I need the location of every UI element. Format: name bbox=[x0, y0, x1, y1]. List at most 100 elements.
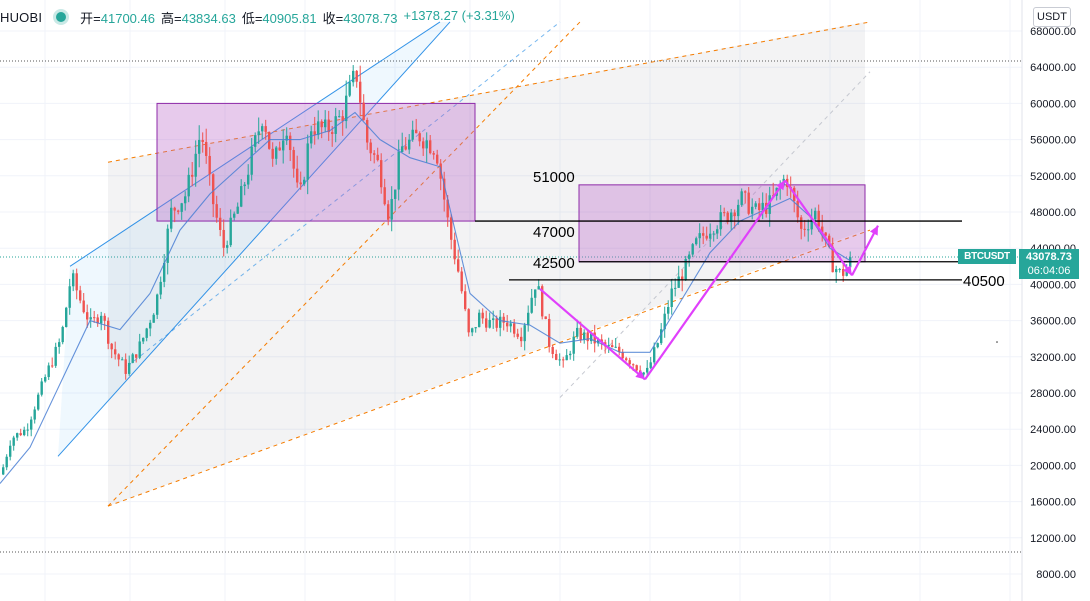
candle-body bbox=[100, 315, 103, 324]
candle-body bbox=[691, 244, 694, 255]
candle-body bbox=[593, 332, 596, 344]
candle-body bbox=[201, 139, 204, 142]
candle-body bbox=[152, 314, 155, 323]
candle-body bbox=[586, 332, 589, 342]
candle-body bbox=[548, 318, 551, 347]
y-tick-label: 60000.00 bbox=[1030, 98, 1076, 110]
candle-body bbox=[359, 81, 362, 103]
candle-body bbox=[730, 212, 733, 223]
candle-body bbox=[705, 235, 708, 239]
candle-body bbox=[590, 332, 593, 342]
candle-body bbox=[222, 229, 225, 248]
candle-body bbox=[180, 203, 183, 212]
candle-body bbox=[264, 126, 267, 132]
candle-body bbox=[810, 219, 813, 230]
candle-body bbox=[362, 102, 365, 120]
candle-body bbox=[387, 204, 390, 220]
candle-body bbox=[663, 313, 666, 330]
horizontal-levels bbox=[475, 220, 962, 281]
candle-body bbox=[79, 290, 82, 301]
candle-body bbox=[58, 342, 61, 347]
candle-body bbox=[145, 328, 148, 338]
candle-body bbox=[467, 309, 470, 333]
candle-body bbox=[499, 316, 502, 328]
dashed-trendlines bbox=[107, 21, 871, 507]
candle-body bbox=[226, 245, 229, 248]
candle-body bbox=[583, 332, 586, 341]
candle-body bbox=[744, 191, 747, 193]
candle-body bbox=[611, 345, 614, 348]
candle-body bbox=[709, 233, 712, 239]
candle-body bbox=[44, 377, 47, 382]
candle-body bbox=[233, 213, 236, 218]
candle-body bbox=[814, 210, 817, 220]
candle-body bbox=[194, 153, 197, 177]
last-price-tag: 43078.73 06:04:06 bbox=[1019, 249, 1079, 279]
candle-body bbox=[411, 129, 414, 140]
change-value: +1378.27 (+3.31%) bbox=[403, 7, 515, 23]
candle-body bbox=[478, 312, 481, 328]
candle-body bbox=[523, 325, 526, 342]
y-tick-label: 36000.00 bbox=[1030, 316, 1076, 328]
candle-body bbox=[320, 121, 323, 128]
candle-body bbox=[457, 259, 460, 272]
candle-body bbox=[716, 229, 719, 234]
candle-body bbox=[376, 154, 379, 161]
candle-body bbox=[516, 333, 519, 337]
candle-body bbox=[649, 362, 652, 368]
price-label-40500: 40500 bbox=[963, 273, 1005, 290]
high-value: 43834.63 bbox=[181, 10, 236, 26]
candle-body bbox=[19, 433, 22, 436]
candle-body bbox=[541, 286, 544, 317]
candle-body bbox=[2, 467, 5, 475]
candle-body bbox=[96, 317, 99, 324]
candle-body bbox=[170, 207, 173, 229]
candle-body bbox=[761, 202, 764, 210]
candle-body bbox=[16, 433, 19, 438]
candle-body bbox=[460, 271, 463, 292]
candle-body bbox=[698, 233, 701, 239]
arrowhead-icon bbox=[843, 265, 852, 276]
candle-body bbox=[607, 345, 610, 347]
market-open-dot-icon bbox=[56, 12, 67, 22]
high-label: 高= bbox=[161, 10, 182, 26]
candle-body bbox=[110, 343, 113, 350]
dashed-trendline bbox=[107, 229, 871, 507]
candle-body bbox=[408, 139, 411, 150]
candle-body bbox=[338, 116, 341, 118]
candle-body bbox=[40, 381, 43, 395]
candle-body bbox=[418, 133, 421, 142]
candle-body bbox=[831, 246, 834, 273]
candle-body bbox=[537, 286, 540, 290]
candle-body bbox=[534, 289, 537, 298]
candle-body bbox=[544, 316, 547, 319]
candle-body bbox=[422, 141, 425, 149]
y-tick-label: 20000.00 bbox=[1030, 460, 1076, 472]
y-tick-label: 32000.00 bbox=[1030, 352, 1076, 364]
candle-body bbox=[324, 119, 327, 128]
trend-arrows bbox=[539, 179, 879, 381]
candle-body bbox=[149, 322, 152, 329]
candle-body bbox=[471, 328, 474, 333]
candle-body bbox=[618, 346, 621, 353]
candle-body bbox=[506, 322, 509, 327]
candle-body bbox=[803, 228, 806, 230]
candle-body bbox=[569, 353, 572, 356]
candle-body bbox=[86, 312, 89, 320]
shaded-regions bbox=[108, 21, 865, 507]
y-tick-label: 64000.00 bbox=[1030, 62, 1076, 74]
low-value: 40905.81 bbox=[262, 10, 317, 26]
candle-body bbox=[723, 212, 726, 214]
candle-body bbox=[562, 359, 565, 361]
currency-unit-button[interactable]: USDT bbox=[1033, 7, 1071, 27]
candle-body bbox=[5, 456, 8, 468]
candle-body bbox=[653, 347, 656, 363]
candle-body bbox=[285, 135, 288, 141]
candle-body bbox=[212, 174, 215, 205]
candle-body bbox=[485, 318, 488, 328]
price-zone-current-range bbox=[578, 184, 866, 263]
candle-body bbox=[205, 141, 208, 156]
candle-body bbox=[614, 346, 617, 348]
candle-body bbox=[250, 146, 253, 175]
